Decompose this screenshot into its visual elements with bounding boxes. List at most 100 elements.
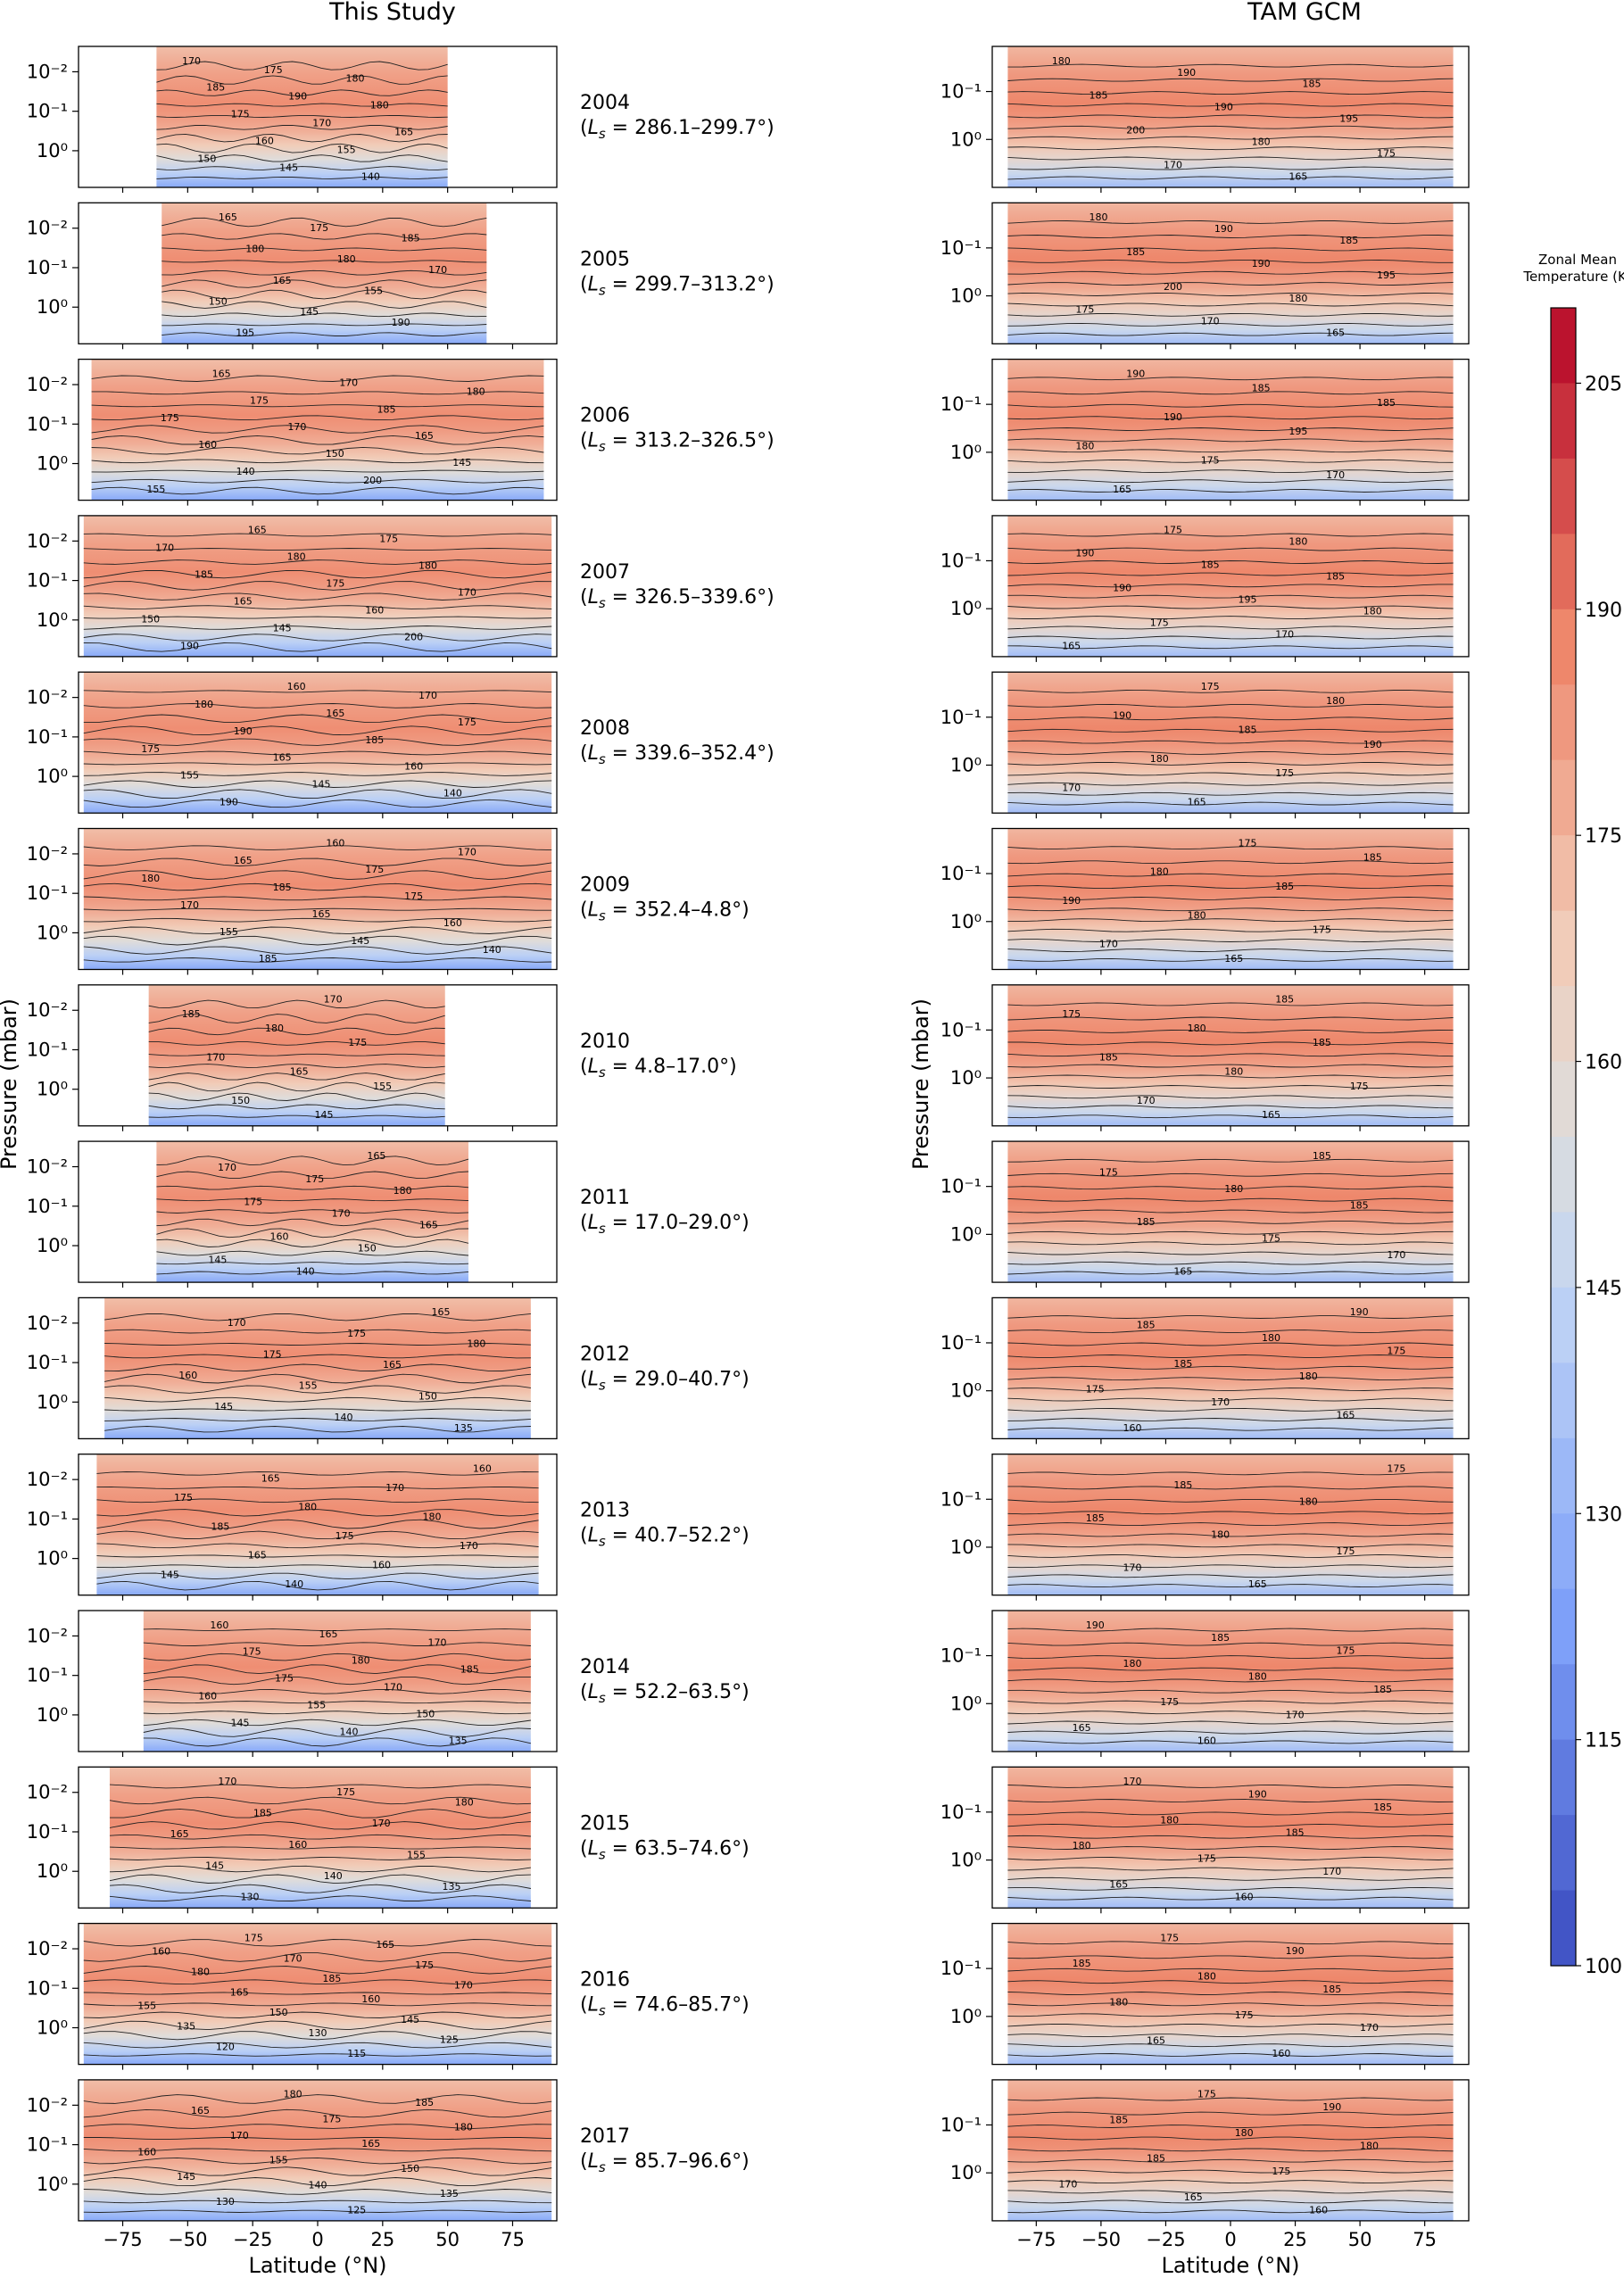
colorbar-band (1551, 835, 1576, 912)
left-contour-line (91, 375, 544, 382)
colorbar-band (1551, 1363, 1576, 1439)
left-y-tick-label: 10⁻¹ (27, 257, 68, 278)
right-contour-label: 165 (1062, 640, 1081, 651)
right-contour-label: 165 (1326, 327, 1345, 339)
right-y-tick-label: 10⁰ (950, 1223, 982, 1245)
right-contour-line (1007, 918, 1454, 923)
right-temperature-field (1007, 46, 1454, 187)
left-contour-label: 160 (288, 1839, 307, 1851)
right-contour-line (1007, 1486, 1454, 1490)
right-contour-label: 170 (1201, 316, 1220, 327)
colorbar-tick-label: 190 (1585, 600, 1622, 622)
right-contour-label: 160 (1309, 2204, 1328, 2216)
left-contour-line (104, 1354, 531, 1359)
left-contour-line (91, 391, 544, 395)
left-contour-line (104, 1408, 531, 1412)
colorbar-band (1551, 1815, 1576, 1892)
left-contour-label: 150 (209, 295, 228, 307)
left-contour-line (83, 2011, 552, 2018)
left-contour-line (143, 1711, 531, 1715)
colorbar-band (1551, 1212, 1576, 1288)
right-y-tick-label: 10⁰ (950, 2162, 982, 2183)
right-contour-label: 180 (1360, 2140, 1379, 2151)
right-contour-line (1007, 801, 1454, 806)
left-contour-line (83, 1952, 552, 1962)
right-contour-line (1007, 449, 1454, 453)
left-contour-label: 155 (146, 484, 165, 495)
left-contour-line (156, 1250, 469, 1256)
left-contour-line (156, 133, 448, 143)
right-contour-label: 180 (1326, 695, 1345, 707)
right-contour-label: 180 (1288, 536, 1307, 548)
right-contour-line (1007, 1811, 1454, 1816)
left-contour-label: 175 (379, 534, 398, 545)
left-contour-line (96, 1530, 539, 1540)
left-contour-label: 175 (305, 1173, 324, 1185)
left-contour-label: 170 (384, 1682, 402, 1694)
left-contour-line (83, 2177, 552, 2187)
right-contour-label: 165 (1147, 2035, 1165, 2047)
right-contour-line (1007, 2125, 1454, 2128)
right-contour-line (1007, 259, 1454, 263)
right-contour-line (1007, 560, 1454, 564)
right-contour-line (1007, 1354, 1454, 1358)
right-contour-line (1007, 1992, 1454, 1995)
left-contour-label: 160 (361, 1993, 380, 2005)
left-contour-line (83, 2108, 552, 2118)
right-contour-label: 190 (1086, 1619, 1105, 1631)
right-contour-label: 190 (1075, 548, 1094, 559)
left-contour-label: 130 (309, 2027, 327, 2039)
left-contour-line (83, 2166, 552, 2176)
right-contour-line (1007, 1857, 1454, 1860)
left-contour-line (83, 738, 552, 746)
left-contour-line (148, 1092, 445, 1101)
left-y-tick-label: 10⁰ (37, 2017, 68, 2039)
left-contour-label: 170 (228, 1317, 246, 1329)
right-contour-label: 175 (1160, 1696, 1179, 1708)
right-contour-line (1007, 1172, 1454, 1177)
left-contour-label: 170 (284, 1952, 302, 1964)
left-contour-line (83, 625, 552, 630)
year-label: 2013 (580, 1500, 630, 1522)
colorbar-band (1551, 458, 1576, 534)
left-contour-label: 145 (205, 1860, 224, 1871)
left-contour-line (83, 907, 552, 911)
right-contour-line (1007, 928, 1454, 932)
right-contour-line (1007, 860, 1454, 865)
left-contour-line (104, 1426, 531, 1433)
right-contour-line (1007, 1427, 1454, 1431)
left-contour-line (162, 217, 487, 228)
right-contour-line (1007, 176, 1454, 180)
right-contour-label: 165 (1224, 953, 1243, 965)
ls-range-label: (Ls = 286.1–299.7°) (580, 117, 775, 142)
left-contour-line (83, 616, 552, 619)
left-contour-label: 165 (248, 1550, 267, 1561)
right-contour-line (1007, 1397, 1454, 1402)
panels-group: 170 175 180 185 190 180 175 170 165 160 155 150 145 1… (27, 46, 1470, 2250)
right-contour-line (1007, 479, 1454, 484)
right-y-tick-label: 10⁻¹ (940, 81, 982, 103)
left-contour-line (162, 233, 487, 240)
right-contour-line (1007, 1365, 1454, 1370)
right-contour-label: 180 (1109, 1996, 1128, 2008)
left-contour-line (104, 1396, 531, 1403)
right-contour-line (1007, 1846, 1454, 1850)
right-contour-label: 180 (1160, 1814, 1179, 1826)
right-contour-line (1007, 1867, 1454, 1871)
ls-range-label: (Ls = 29.0–40.7°) (580, 1368, 750, 1393)
left-contour-label: 180 (455, 1797, 474, 1809)
left-contour-line (104, 1363, 531, 1371)
right-contour-line (1007, 761, 1454, 766)
left-panel-2016: 175 165 160 170 175 180 185 170 165 160 155 150 145 1… (27, 1922, 558, 2070)
right-contour-label: 185 (1363, 852, 1382, 864)
right-panel-2015: 170 190 185 180 185 180 175 170 165 160 10⁻¹ 10⁰ (940, 1766, 1470, 1914)
right-contour-line (1007, 2002, 1454, 2007)
left-contour-line (143, 1719, 531, 1727)
left-contour-label: 150 (197, 153, 216, 164)
right-contour-label: 190 (1286, 1945, 1305, 1957)
colorbar-band (1551, 1137, 1576, 1214)
right-contour-line (1007, 166, 1454, 170)
left-contour-line (110, 1808, 531, 1818)
left-contour-label: 185 (273, 882, 292, 893)
right-contour-line (1007, 1655, 1454, 1660)
